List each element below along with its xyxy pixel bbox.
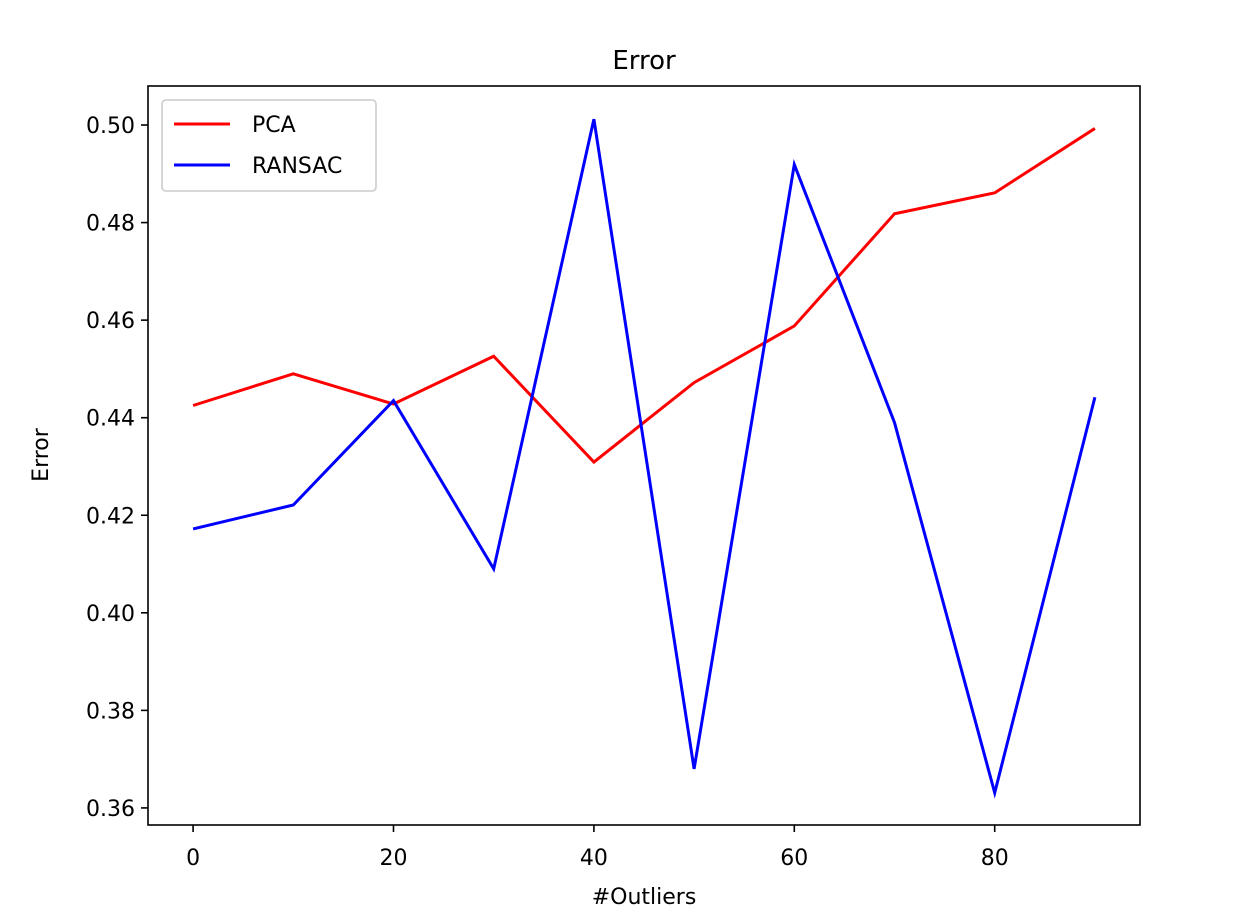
y-tick-label: 0.42 — [86, 504, 135, 529]
series-line-ransac — [192, 118, 1097, 799]
y-tick-label: 0.44 — [86, 407, 135, 432]
x-axis-ticks: 0 20 40 60 80 — [186, 825, 1009, 871]
legend: PCA RANSAC — [161, 99, 377, 192]
x-tick-label: 60 — [780, 846, 808, 871]
x-axis-title: #Outliers — [592, 885, 697, 910]
y-tick-label: 0.46 — [86, 309, 135, 334]
legend-label-pca: PCA — [252, 113, 296, 138]
y-tick-label: 0.36 — [86, 797, 135, 822]
x-tick-label: 20 — [379, 846, 407, 871]
x-tick-label: 0 — [186, 846, 200, 871]
y-axis-title: Error — [29, 427, 54, 482]
axes-frame — [147, 85, 1141, 826]
chart-title: Error — [612, 46, 676, 76]
y-tick-label: 0.40 — [86, 602, 135, 627]
x-tick-label: 40 — [580, 846, 608, 871]
y-axis-ticks: 0.36 0.38 0.40 0.42 0.44 0.46 0.48 0.50 — [86, 114, 148, 822]
y-tick-label: 0.50 — [86, 114, 135, 139]
legend-entries: PCA RANSAC — [174, 113, 342, 179]
y-tick-label: 0.48 — [86, 212, 135, 237]
y-tick-label: 0.38 — [86, 699, 135, 724]
x-tick-label: 80 — [981, 846, 1009, 871]
series-line-pca — [192, 127, 1096, 465]
series-layer — [192, 118, 1097, 799]
legend-label-ransac: RANSAC — [252, 154, 342, 179]
plot-area — [147, 85, 1141, 826]
